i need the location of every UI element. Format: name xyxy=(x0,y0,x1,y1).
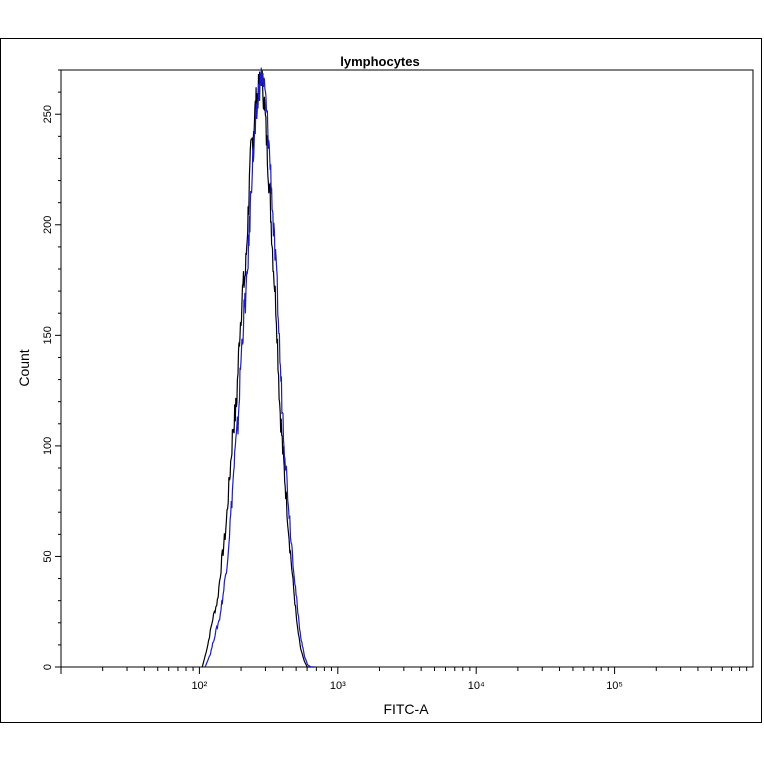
y-tick-label: 150 xyxy=(42,326,54,344)
y-ticks: 0 50 100 150 200 250 xyxy=(42,69,61,670)
y-tick-label: 0 xyxy=(42,664,54,670)
x-tick-label: 10³ xyxy=(330,680,346,692)
x-ticks: 10² 10³ 10⁴ 10⁵ xyxy=(60,667,748,692)
x-tick-label: 10² xyxy=(191,680,207,692)
histogram-series-1 xyxy=(201,69,315,668)
series-layer xyxy=(201,67,315,668)
y-tick-label: 250 xyxy=(42,105,54,123)
axes xyxy=(60,69,754,668)
plot-frame xyxy=(0,38,762,723)
y-tick-label: 50 xyxy=(42,550,54,562)
x-tick-label: 10⁵ xyxy=(606,680,623,692)
chart-title: lymphocytes xyxy=(340,54,419,69)
x-tick-label: 10⁴ xyxy=(468,680,485,692)
y-axis-title: Count xyxy=(16,349,32,386)
histogram-series-2 xyxy=(204,67,315,668)
y-tick-label: 200 xyxy=(42,216,54,234)
plot-area xyxy=(60,69,754,668)
y-tick-label: 100 xyxy=(42,437,54,455)
x-axis-title: FITC-A xyxy=(383,701,429,717)
